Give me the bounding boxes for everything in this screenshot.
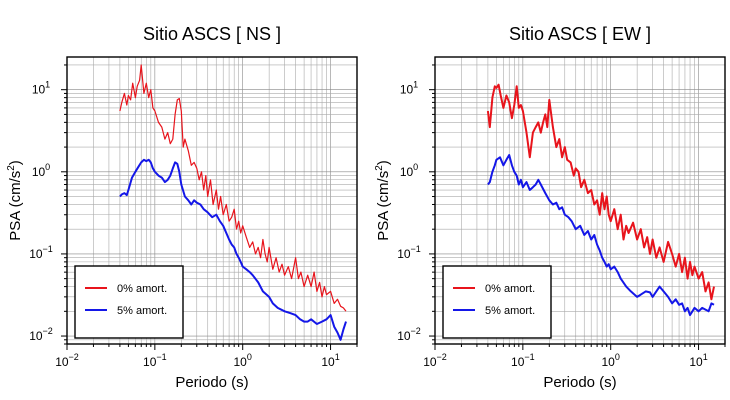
x-tick-label-exp: 0 [615, 352, 620, 362]
plot-frame [434, 56, 726, 345]
y-tick-label: 101 [32, 80, 50, 97]
legend: 0% amort. 5% amort. [442, 265, 552, 339]
x-tick-label-exp: 1 [335, 352, 340, 362]
x-tick-label: 10−1 [511, 352, 535, 369]
series-line-1 [119, 64, 347, 312]
y-axis-label-end: ) [7, 160, 24, 165]
y-tick-label-base: 10 [397, 247, 411, 261]
y-tick-label-base: 10 [32, 165, 46, 179]
x-tick-label-exp: −1 [524, 352, 534, 362]
x-tick-label-base: 10 [423, 355, 437, 369]
x-axis-label: Periodo (s) [175, 374, 248, 391]
x-tick-label: 100 [234, 352, 252, 369]
y-axis-label-main: PSA (cm/s [7, 171, 24, 241]
chart-title: Sitio ASCS [ NS ] [143, 24, 281, 44]
y-axis-label-main: PSA (cm/s [375, 171, 392, 241]
y-axis-label: PSA (cm/s2) [374, 160, 392, 241]
plot-frame [66, 56, 358, 345]
legend-box [74, 265, 184, 339]
y-tick-label-exp: −1 [411, 244, 421, 254]
y-tick-label-base: 10 [29, 247, 43, 261]
x-tick-label-base: 10 [321, 355, 335, 369]
legend-label-2: 5% amort. [117, 305, 167, 317]
series-line-2 [119, 158, 347, 341]
x-tick-label: 10−2 [423, 352, 447, 369]
x-tick-label-base: 10 [689, 355, 703, 369]
x-tick-label-exp: 1 [703, 352, 708, 362]
y-tick-label: 100 [400, 162, 418, 179]
legend-label-2: 5% amort. [485, 305, 535, 317]
ticks [429, 64, 726, 350]
y-tick-label: 10−1 [29, 244, 53, 261]
y-tick-label-exp: −2 [43, 326, 53, 336]
y-axis-label-sup: 2 [6, 165, 17, 171]
y-tick-label-base: 10 [32, 83, 46, 97]
y-tick-label-base: 10 [29, 329, 43, 343]
y-axis-label: PSA (cm/s2) [6, 160, 24, 241]
x-tick-label-base: 10 [55, 355, 69, 369]
x-tick-label: 101 [321, 352, 339, 369]
y-tick-label: 10−1 [397, 244, 421, 261]
grid [66, 57, 358, 345]
x-tick-label-exp: −2 [69, 352, 79, 362]
legend-label-1: 0% amort. [117, 283, 167, 295]
x-tick-label: 10−2 [55, 352, 79, 369]
y-tick-label: 101 [400, 80, 418, 97]
x-tick-label-exp: −1 [156, 352, 166, 362]
x-tick-label-base: 10 [602, 355, 616, 369]
ticks [61, 64, 358, 350]
x-tick-label-base: 10 [234, 355, 248, 369]
y-tick-label: 10−2 [29, 326, 53, 343]
x-tick-label: 101 [689, 352, 707, 369]
series-line-2 [487, 154, 715, 317]
y-tick-label-base: 10 [400, 165, 414, 179]
chart-title: Sitio ASCS [ EW ] [509, 24, 651, 44]
legend-label-1: 0% amort. [485, 283, 535, 295]
legend-box [442, 265, 552, 339]
x-axis-label: Periodo (s) [543, 374, 616, 391]
y-tick-label-exp: −2 [411, 326, 421, 336]
x-tick-label-base: 10 [511, 355, 525, 369]
x-tick-label-exp: −2 [437, 352, 447, 362]
y-tick-label: 10−2 [397, 326, 421, 343]
y-tick-label-exp: 0 [413, 162, 418, 172]
x-tick-label-base: 10 [143, 355, 157, 369]
x-tick-label: 100 [602, 352, 620, 369]
y-tick-label-exp: 1 [413, 80, 418, 90]
series-line-1 [486, 83, 715, 301]
x-tick-label-exp: 0 [247, 352, 252, 362]
x-tick-label: 10−1 [143, 352, 167, 369]
y-axis-label-end: ) [375, 160, 392, 165]
y-tick-label: 100 [32, 162, 50, 179]
y-tick-label-exp: 1 [45, 80, 50, 90]
y-tick-label-base: 10 [400, 83, 414, 97]
y-axis-label-sup: 2 [374, 165, 385, 171]
y-tick-label-base: 10 [397, 329, 411, 343]
y-tick-label-exp: −1 [43, 244, 53, 254]
y-tick-label-exp: 0 [45, 162, 50, 172]
legend: 0% amort. 5% amort. [74, 265, 184, 339]
